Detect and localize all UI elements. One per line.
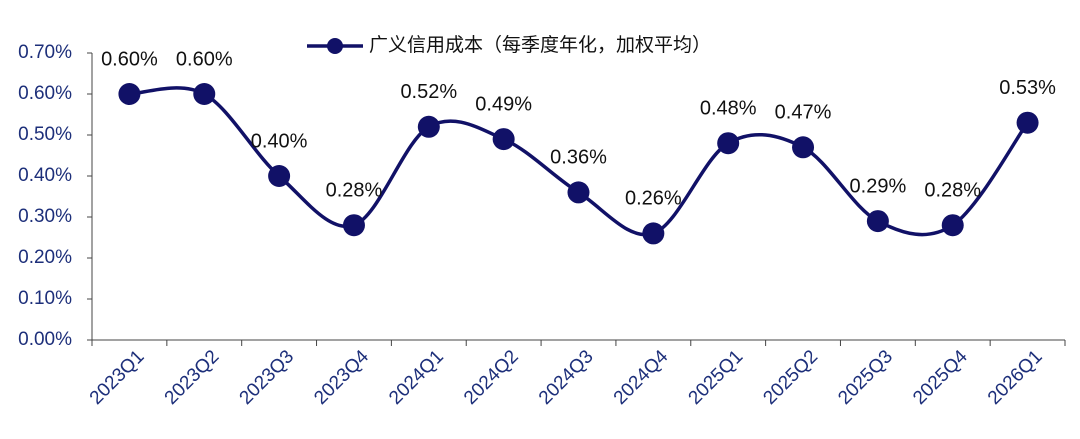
data-point	[717, 132, 740, 155]
x-tick-label: 2025Q2	[759, 346, 822, 409]
data-point	[1016, 111, 1039, 134]
data-label: 0.52%	[400, 81, 457, 103]
data-label: 0.60%	[176, 48, 233, 70]
data-label: 0.53%	[999, 77, 1056, 99]
legend-label: 广义信用成本（每季度年化，加权平均）	[369, 34, 711, 56]
x-tick-label: 2024Q2	[460, 346, 523, 409]
data-label: 0.47%	[775, 102, 832, 124]
data-point	[268, 165, 291, 187]
data-label: 0.28%	[924, 179, 981, 201]
data-label: 0.48%	[700, 97, 757, 119]
x-tick-label: 2025Q1	[685, 346, 748, 409]
x-tick-label: 2024Q3	[535, 346, 598, 409]
data-point	[792, 136, 815, 159]
data-point	[866, 210, 889, 233]
y-tick-label: 0.30%	[18, 206, 72, 227]
x-tick-label: 2026Q1	[984, 346, 1047, 409]
y-tick-label: 0.40%	[18, 165, 72, 186]
data-label: 0.60%	[101, 48, 158, 70]
data-point	[567, 181, 590, 204]
data-label: 0.28%	[326, 179, 383, 201]
x-tick-label: 2025Q4	[909, 346, 972, 409]
x-tick-label: 2025Q3	[834, 346, 897, 409]
x-tick-label: 2024Q1	[385, 346, 448, 409]
y-tick-label: 0.70%	[18, 42, 72, 63]
data-point	[941, 214, 964, 237]
data-point	[193, 83, 216, 105]
x-tick-label: 2023Q2	[161, 346, 224, 409]
data-point	[118, 83, 141, 105]
x-tick-label: 2023Q3	[236, 346, 299, 409]
data-label: 0.49%	[475, 93, 532, 115]
y-tick-label: 0.10%	[18, 288, 72, 309]
data-label: 0.29%	[850, 175, 907, 197]
data-point	[492, 128, 515, 151]
y-tick-label: 0.20%	[18, 247, 72, 268]
x-tick-label: 2023Q4	[310, 346, 373, 409]
data-point	[417, 115, 440, 138]
y-tick-label: 0.50%	[18, 124, 72, 145]
y-tick-label: 0.00%	[18, 329, 72, 350]
data-label: 0.40%	[251, 130, 308, 152]
y-tick-label: 0.60%	[18, 83, 72, 104]
data-label: 0.26%	[625, 188, 682, 210]
x-tick-label: 2023Q1	[86, 346, 149, 409]
data-point	[642, 222, 665, 245]
data-label: 0.36%	[550, 147, 607, 169]
x-tick-label: 2024Q4	[610, 346, 673, 409]
legend-marker	[327, 38, 343, 54]
data-point	[342, 214, 365, 237]
